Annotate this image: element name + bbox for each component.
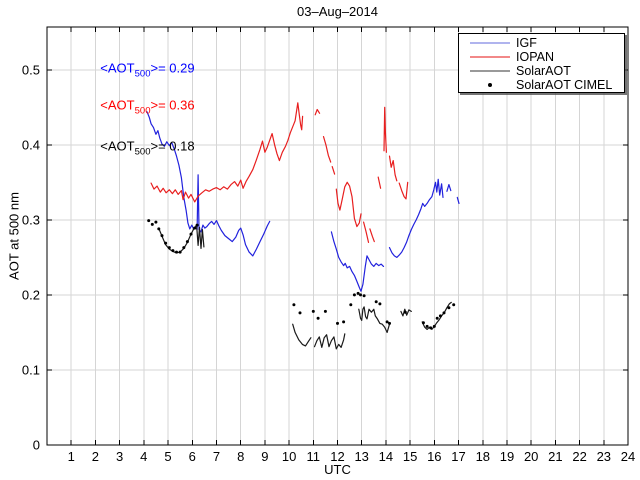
svg-text:8: 8 [237, 449, 244, 464]
y-axis-label: AOT at 500 nm [6, 192, 22, 280]
x-axis-label: UTC [324, 462, 351, 477]
svg-text:1: 1 [68, 449, 75, 464]
svg-text:17: 17 [451, 449, 465, 464]
legend-entry-iopan: IOPAN [459, 50, 624, 64]
legend-label: SolarAOT [516, 64, 571, 78]
svg-text:11: 11 [307, 449, 321, 464]
svg-text:18: 18 [476, 449, 490, 464]
x-tick-labels: 1 2 3 4 5 6 7 8 9 10 11 12 13 14 15 16 17 18 19 20 21 22 23 24 [68, 449, 636, 464]
svg-text:14: 14 [379, 449, 393, 464]
svg-text:12: 12 [330, 449, 344, 464]
annotation-subscript: 500 [134, 146, 151, 158]
legend-box: IGF IOPAN SolarAOT SolarAOT CIMEL [458, 33, 625, 93]
mean-aot-annotation-iopan: <AOT500>= 0.36 [100, 98, 194, 117]
legend-line-sample-igf [470, 42, 510, 44]
svg-text:6: 6 [189, 449, 196, 464]
annotation-value: >= 0.18 [150, 138, 195, 154]
annotation-text: <AOT [100, 60, 135, 76]
annotation-value: >= 0.36 [150, 98, 195, 113]
legend-line-sample-iopan [470, 56, 510, 58]
svg-text:23: 23 [597, 449, 611, 464]
svg-text:0.4: 0.4 [22, 137, 40, 152]
series-SolarAOT [159, 224, 452, 350]
legend-label: IGF [516, 36, 537, 50]
series-SolarAOT-CIMEL [147, 219, 456, 330]
annotation-subscript: 500 [134, 105, 151, 117]
legend-label: SolarAOT CIMEL [516, 78, 613, 92]
svg-text:0.3: 0.3 [22, 212, 40, 227]
chart-title: 03–Aug–2014 [297, 4, 378, 19]
svg-text:22: 22 [572, 449, 586, 464]
svg-text:10: 10 [282, 449, 296, 464]
annotation-text: <AOT [100, 138, 135, 154]
svg-text:7: 7 [213, 449, 220, 464]
svg-text:2: 2 [92, 449, 99, 464]
svg-text:13: 13 [354, 449, 368, 464]
legend-entry-solaraot-cimel: SolarAOT CIMEL [459, 78, 624, 92]
svg-text:21: 21 [548, 449, 562, 464]
axis-ticks [47, 27, 629, 446]
legend-dot-sample-cimel [470, 83, 510, 87]
legend-line-sample-solaraot [470, 70, 510, 72]
legend-label: IOPAN [516, 50, 554, 64]
mean-aot-annotation-igf: <AOT500>= 0.29 [100, 61, 194, 80]
svg-text:5: 5 [164, 449, 171, 464]
svg-text:24: 24 [621, 449, 635, 464]
svg-text:4: 4 [140, 449, 147, 464]
annotation-subscript: 500 [134, 68, 151, 80]
mean-aot-annotation-solaraot: <AOT500>= 0.18 [100, 139, 194, 158]
svg-text:0.2: 0.2 [22, 287, 40, 302]
annotation-value: >= 0.29 [150, 60, 195, 76]
legend-entry-igf: IGF [459, 36, 624, 50]
svg-text:15: 15 [403, 449, 417, 464]
series-IOPAN [150, 102, 409, 243]
svg-text:0: 0 [33, 438, 40, 453]
svg-text:20: 20 [524, 449, 538, 464]
svg-text:19: 19 [500, 449, 514, 464]
svg-text:9: 9 [261, 449, 268, 464]
annotation-text: <AOT [100, 98, 135, 113]
legend-entry-solaraot: SolarAOT [459, 64, 624, 78]
y-tick-labels: 0 0.1 0.2 0.3 0.4 0.5 [22, 62, 40, 452]
svg-text:16: 16 [427, 449, 441, 464]
svg-text:3: 3 [116, 449, 123, 464]
svg-text:0.1: 0.1 [22, 363, 40, 378]
svg-text:0.5: 0.5 [22, 62, 40, 77]
